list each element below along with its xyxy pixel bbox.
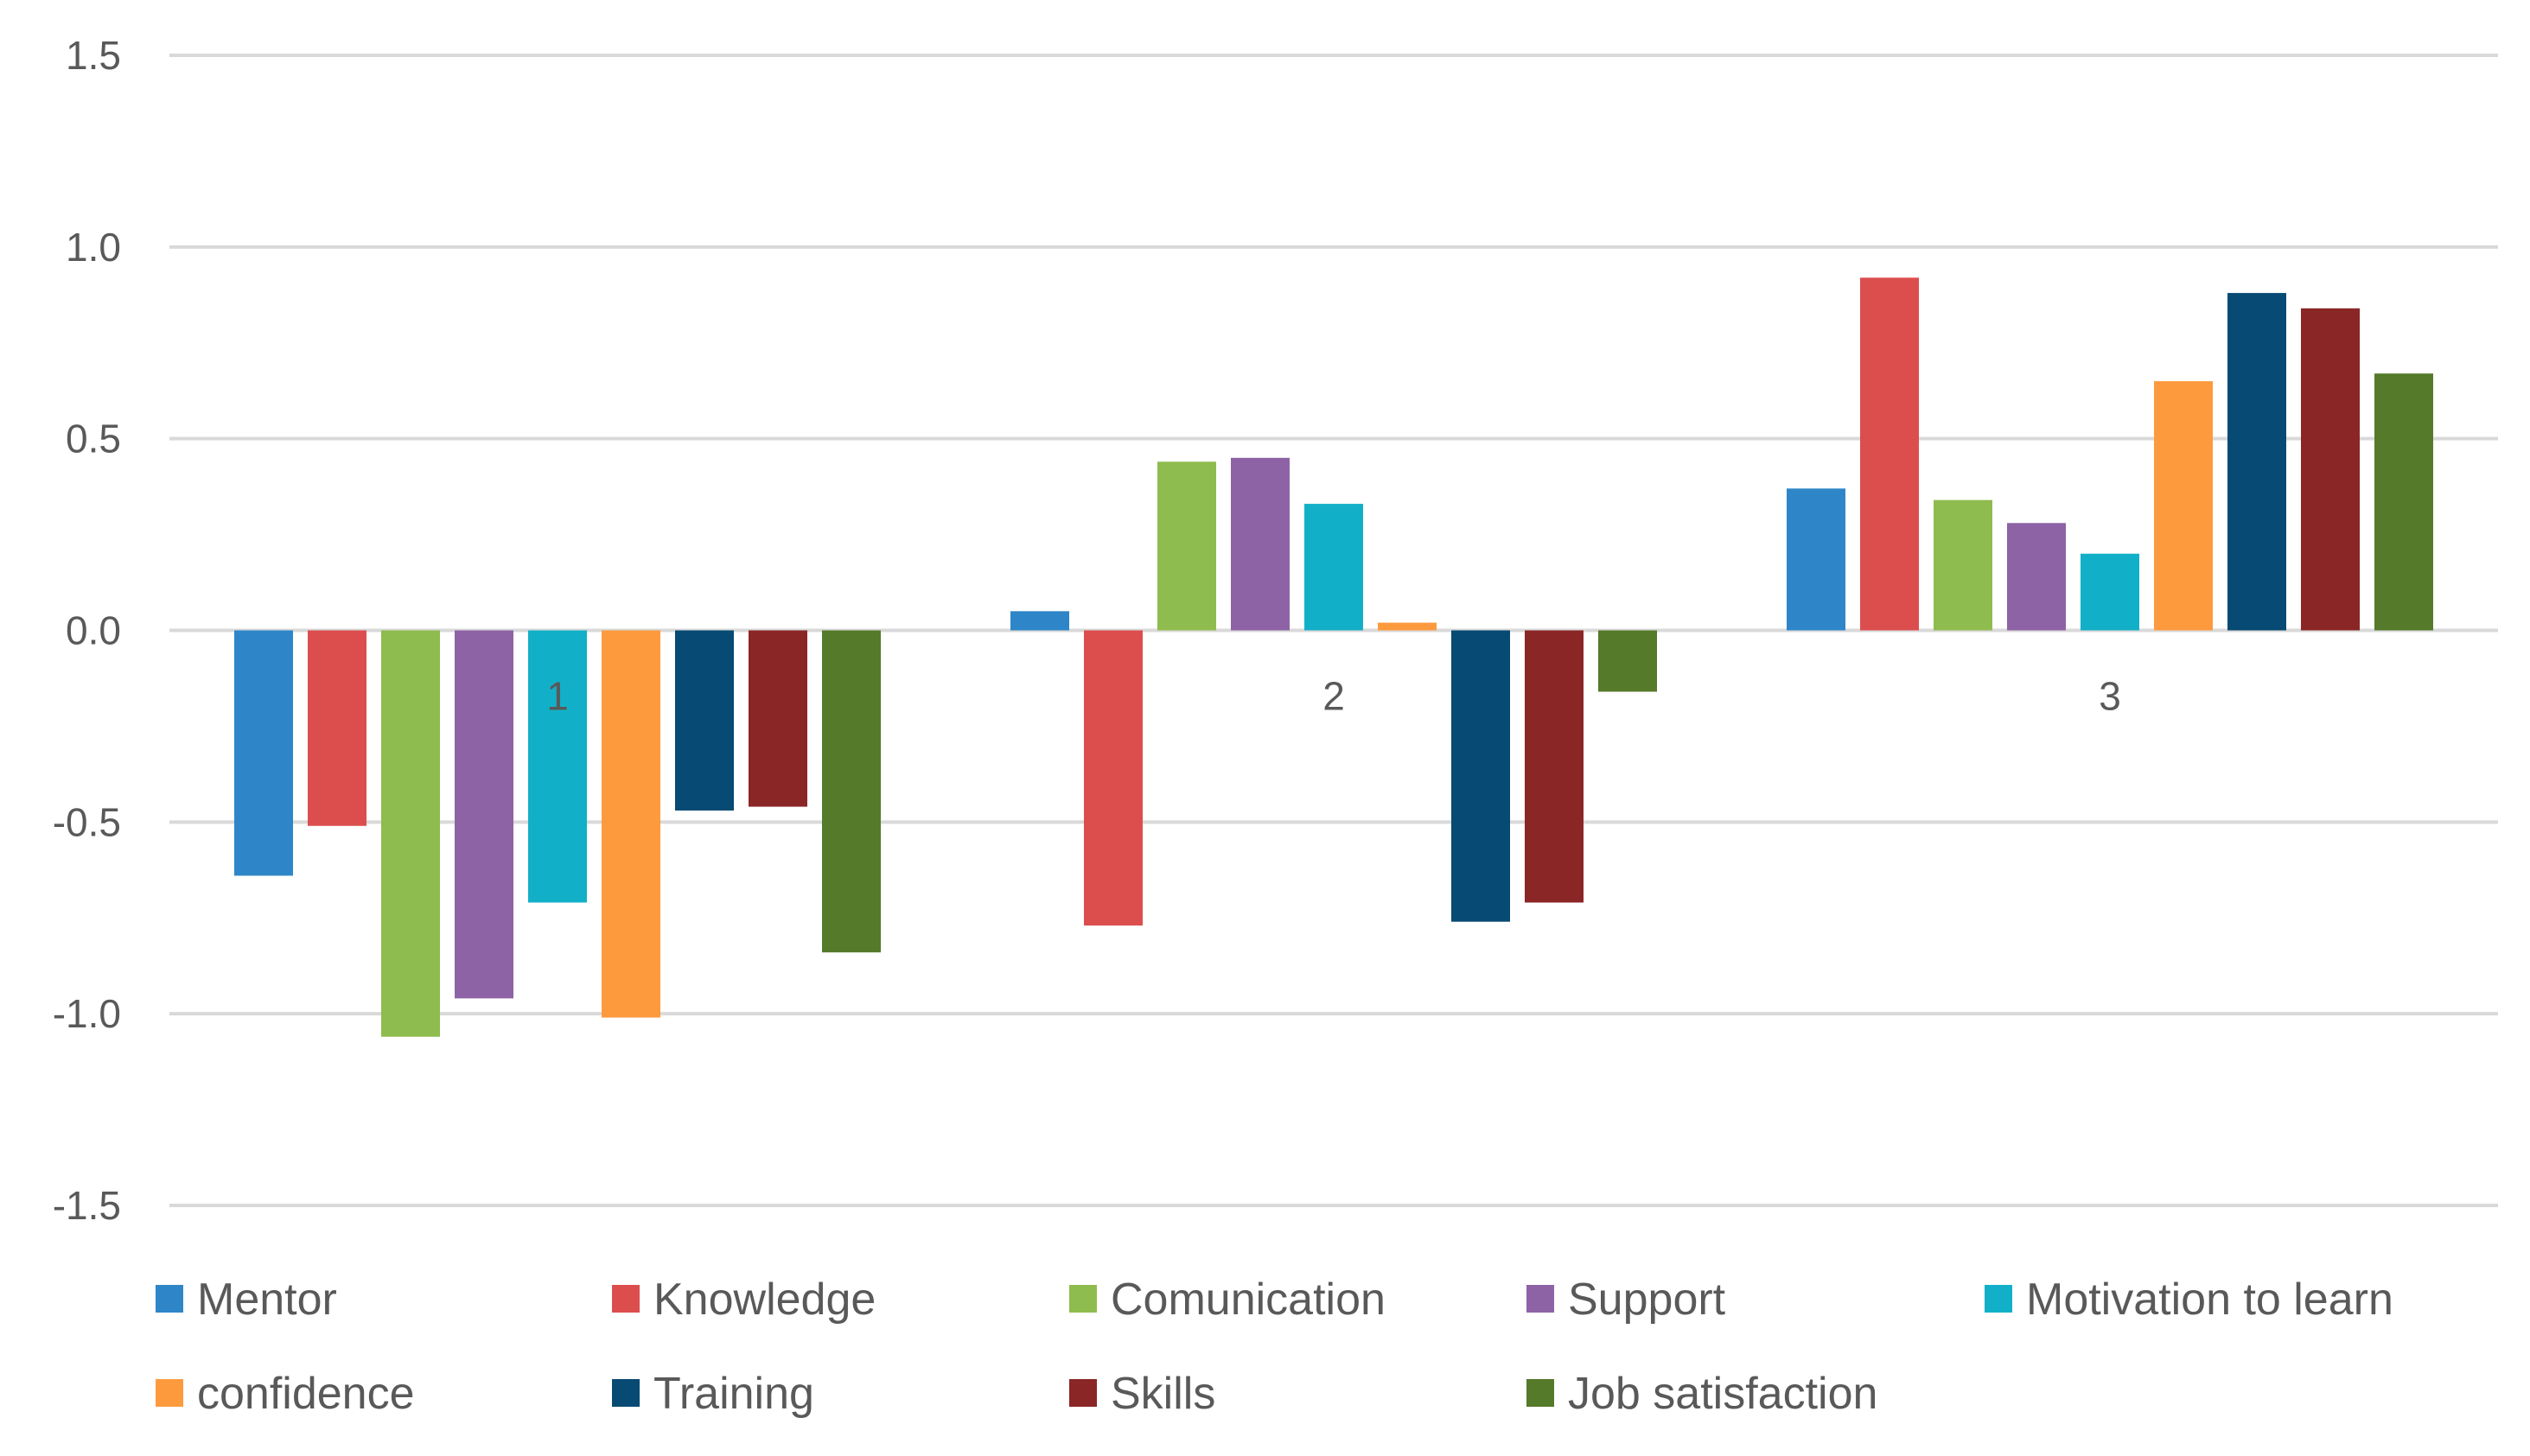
bar-training-cat-1 <box>675 630 734 811</box>
bar-motivation-to-learn-cat-1 <box>528 630 587 903</box>
category-label: 2 <box>1322 674 1345 719</box>
y-tick-label: -0.5 <box>53 799 121 844</box>
category-labels: 1 2 3 <box>546 674 2121 719</box>
legend-item: Job satisfaction <box>1526 1369 1877 1419</box>
bar-mentor-cat-2 <box>1010 611 1069 631</box>
bar-support-cat-1 <box>455 630 513 999</box>
bar-job-satisfaction-cat-3 <box>2374 373 2433 631</box>
legend-item: Knowledge <box>612 1275 876 1325</box>
y-tick-label: -1.0 <box>53 991 121 1036</box>
legend-label: Training <box>653 1369 814 1419</box>
bar-support-cat-2 <box>1231 457 1290 631</box>
legend-item: Support <box>1526 1275 1726 1325</box>
legend-label: Job satisfaction <box>1568 1369 1877 1419</box>
legend-swatch <box>1526 1379 1554 1407</box>
legend-label: Knowledge <box>653 1275 876 1325</box>
bar-confidence-cat-2 <box>1378 622 1437 631</box>
bar-motivation-to-learn-cat-2 <box>1304 504 1363 631</box>
y-tick-label: 1.0 <box>66 225 121 270</box>
y-tick-label: 1.5 <box>66 33 121 78</box>
legend-item: Comunication <box>1069 1275 1386 1325</box>
legend-label: Skills <box>1111 1369 1215 1419</box>
legend-label: Support <box>1568 1275 1726 1325</box>
bar-skills-cat-1 <box>749 630 807 807</box>
bar-mentor-cat-3 <box>1787 488 1845 631</box>
legend-item: Skills <box>1069 1369 1215 1419</box>
category-label: 3 <box>2099 674 2121 719</box>
legend-item: Motivation to learn <box>1985 1275 2393 1325</box>
legend: Mentor Knowledge Comunication Support Motiva… <box>156 1275 2393 1419</box>
y-tick-label: 0.0 <box>66 608 121 653</box>
y-tick-label: -1.5 <box>53 1183 121 1228</box>
bar-comunication-cat-1 <box>381 630 440 1037</box>
bar-training-cat-2 <box>1451 630 1510 922</box>
bar-support-cat-3 <box>2007 523 2066 631</box>
bar-knowledge-cat-3 <box>1860 277 1919 631</box>
legend-label: confidence <box>197 1369 415 1419</box>
legend-label: Comunication <box>1111 1275 1386 1325</box>
bar-training-cat-3 <box>2227 293 2286 631</box>
category-label: 1 <box>546 674 569 719</box>
legend-label: Motivation to learn <box>2026 1275 2393 1325</box>
bar-knowledge-cat-2 <box>1084 630 1143 926</box>
bar-knowledge-cat-1 <box>308 630 366 826</box>
legend-item: Mentor <box>156 1275 337 1325</box>
legend-label: Mentor <box>197 1275 337 1325</box>
legend-swatch <box>612 1285 640 1313</box>
legend-swatch <box>156 1379 183 1407</box>
legend-swatch <box>1526 1285 1554 1313</box>
bar-mentor-cat-1 <box>234 630 293 876</box>
y-tick-label: 0.5 <box>66 416 121 461</box>
legend-swatch <box>1069 1285 1097 1313</box>
legend-swatch <box>156 1285 183 1313</box>
bar-confidence-cat-1 <box>602 630 660 1018</box>
legend-item: Training <box>612 1369 814 1419</box>
bars <box>234 277 2433 1037</box>
bar-job-satisfaction-cat-1 <box>822 630 881 953</box>
bar-motivation-to-learn-cat-3 <box>2081 553 2139 631</box>
legend-swatch <box>612 1379 640 1407</box>
bar-skills-cat-2 <box>1525 630 1584 903</box>
bar-comunication-cat-2 <box>1157 461 1216 631</box>
bar-skills-cat-3 <box>2301 308 2360 631</box>
legend-swatch <box>1985 1285 2012 1313</box>
bar-comunication-cat-3 <box>1934 499 1992 631</box>
bar-confidence-cat-3 <box>2154 381 2213 631</box>
legend-item: confidence <box>156 1369 415 1419</box>
y-axis-tick-labels: 1.5 1.0 0.5 0.0 -0.5 -1.0 -1.5 <box>53 33 121 1228</box>
bar-job-satisfaction-cat-2 <box>1598 630 1657 692</box>
legend-swatch <box>1069 1379 1097 1407</box>
